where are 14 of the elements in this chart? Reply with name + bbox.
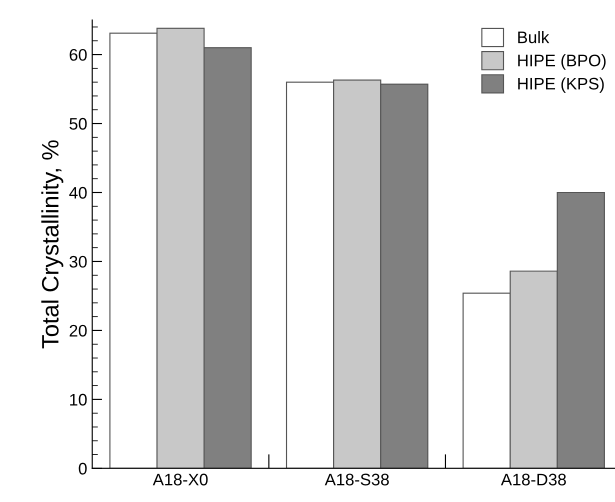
y-tick-label: 20 xyxy=(70,324,87,337)
y-axis-title: Total Crystallinity, % xyxy=(41,140,64,348)
x-tick-label: A18-S38 xyxy=(324,474,389,486)
y-tick-label: 60 xyxy=(70,48,87,61)
legend-label: Bulk xyxy=(518,31,550,44)
y-tick-label: 30 xyxy=(69,256,87,268)
x-tick-label: A18-D38 xyxy=(500,474,566,486)
y-tick-label: 10 xyxy=(70,394,87,406)
y-tick-label: 50 xyxy=(70,118,87,130)
legend-label: HIPE (BPO) xyxy=(518,54,606,70)
x-tick-label: A18-X0 xyxy=(152,474,208,486)
y-tick-label: 0 xyxy=(78,462,87,475)
legend-label: HIPE (KPS) xyxy=(518,77,604,93)
y-tick-label: 40 xyxy=(69,186,87,199)
